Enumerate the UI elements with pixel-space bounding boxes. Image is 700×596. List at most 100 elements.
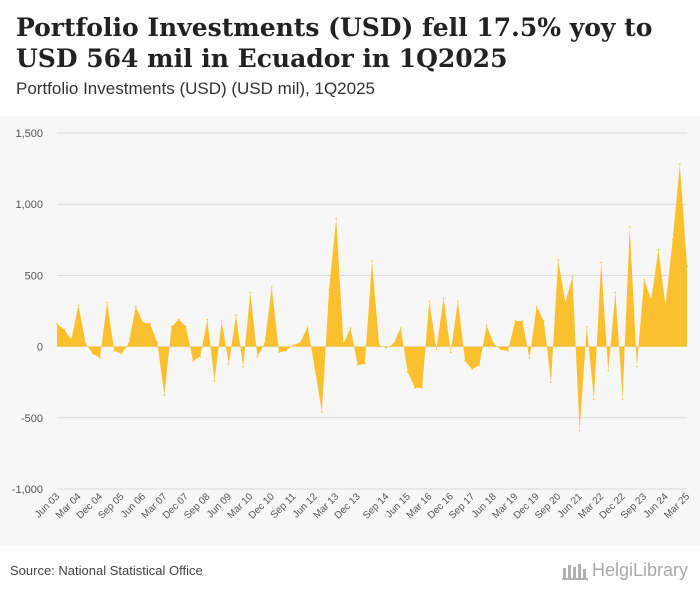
chart-subtitle: Portfolio Investments (USD) (USD mil), 1… xyxy=(16,79,375,98)
data-point xyxy=(664,304,667,307)
data-point xyxy=(192,360,194,362)
data-point xyxy=(170,325,173,328)
chart-title: Portfolio Investments (USD) fell 17.5% y… xyxy=(16,13,653,73)
data-point xyxy=(84,342,87,345)
data-point xyxy=(120,352,123,355)
data-point xyxy=(600,261,602,264)
data-point xyxy=(199,355,201,358)
data-point xyxy=(313,367,316,369)
data-point xyxy=(356,364,359,366)
data-point xyxy=(557,258,559,261)
data-point xyxy=(364,362,366,365)
data-point xyxy=(407,371,409,374)
data-point xyxy=(521,320,524,322)
data-point xyxy=(378,344,380,346)
data-point xyxy=(371,260,373,262)
data-point xyxy=(585,325,588,328)
data-point xyxy=(385,347,388,349)
data-point xyxy=(149,323,151,325)
data-point xyxy=(492,342,495,345)
data-point xyxy=(113,350,116,352)
data-point xyxy=(428,300,431,302)
data-point xyxy=(514,320,516,322)
data-point xyxy=(342,342,345,345)
data-point xyxy=(500,348,502,351)
data-point xyxy=(177,318,180,321)
data-point xyxy=(435,348,438,351)
data-point xyxy=(263,342,266,345)
data-point xyxy=(270,285,273,288)
series-area xyxy=(57,164,687,431)
data-point xyxy=(421,387,423,389)
data-point xyxy=(185,325,187,328)
data-point xyxy=(299,341,302,344)
data-point xyxy=(321,411,323,413)
data-point xyxy=(657,248,660,251)
data-point xyxy=(306,325,309,328)
data-point xyxy=(278,351,280,354)
data-point xyxy=(564,301,567,304)
data-point xyxy=(106,301,108,304)
data-point xyxy=(292,344,295,346)
data-point xyxy=(457,300,459,302)
data-point xyxy=(392,342,395,345)
data-point xyxy=(528,357,531,359)
data-point xyxy=(213,379,216,382)
data-point xyxy=(399,327,402,329)
y-tick-label: 1,500 xyxy=(15,128,43,140)
data-point xyxy=(686,265,688,268)
data-point xyxy=(607,370,610,372)
data-point xyxy=(228,362,230,365)
data-point xyxy=(220,320,223,322)
data-point xyxy=(671,239,674,241)
data-point xyxy=(636,365,638,368)
data-point xyxy=(242,365,244,368)
data-point xyxy=(442,297,445,299)
data-point xyxy=(550,381,552,384)
data-point xyxy=(134,305,137,308)
data-point xyxy=(621,398,624,401)
data-point xyxy=(485,324,488,327)
source-note: Source: National Statistical Office xyxy=(10,563,203,578)
data-point xyxy=(127,342,130,345)
data-point xyxy=(543,320,545,322)
library-icon xyxy=(561,563,588,580)
data-point xyxy=(156,341,159,344)
data-point xyxy=(99,357,101,359)
data-point xyxy=(235,314,237,317)
data-point xyxy=(92,352,94,355)
y-tick-label: -500 xyxy=(21,413,43,425)
brand-logo[interactable]: HelgiLibrary xyxy=(561,560,688,581)
data-point xyxy=(614,291,617,294)
data-point xyxy=(478,364,481,366)
data-point xyxy=(335,217,338,220)
data-point xyxy=(449,351,452,354)
data-point xyxy=(328,288,330,291)
data-point xyxy=(464,360,466,362)
data-point xyxy=(163,394,166,396)
data-area xyxy=(56,163,688,432)
data-point xyxy=(593,398,595,401)
data-point xyxy=(142,321,144,324)
data-point xyxy=(56,323,58,325)
data-point xyxy=(206,318,209,321)
data-point xyxy=(414,387,416,389)
data-point xyxy=(643,278,645,281)
data-point xyxy=(349,327,352,329)
data-point xyxy=(507,350,509,352)
data-point xyxy=(63,328,65,331)
y-tick-label: 1,000 xyxy=(15,199,43,211)
data-point xyxy=(256,355,259,358)
data-point xyxy=(679,163,681,166)
data-point xyxy=(578,429,581,432)
y-axis-ticks: -1,000 -500 0 500 1,000 1,500 xyxy=(12,128,43,496)
data-point xyxy=(535,305,538,308)
data-point xyxy=(628,226,631,228)
data-point xyxy=(571,276,574,278)
y-tick-label: -1,000 xyxy=(12,484,43,496)
data-point xyxy=(77,304,80,307)
data-point xyxy=(285,350,287,352)
data-point xyxy=(471,368,474,371)
data-point xyxy=(249,291,252,294)
